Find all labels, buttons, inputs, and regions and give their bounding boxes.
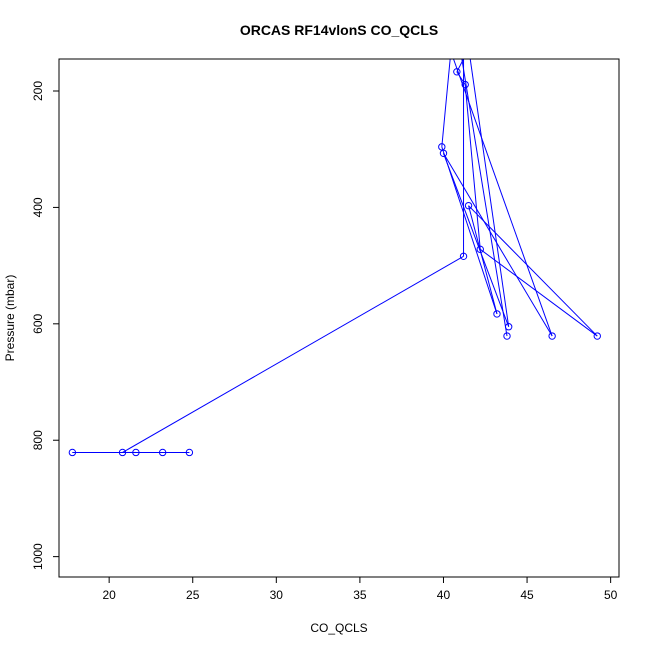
x-tick-label: 30 (270, 588, 284, 602)
data-point (548, 332, 556, 340)
y-axis: 200 400 600 800 1000 (31, 81, 59, 570)
x-tick-label: 45 (520, 588, 534, 602)
data-point (68, 448, 77, 457)
series-line-segment (479, 248, 598, 337)
data-point (464, 201, 473, 210)
data-point (453, 68, 461, 76)
data-point (185, 448, 194, 457)
y-axis-label: Pressure (mbar) (3, 275, 17, 362)
data-point (593, 332, 601, 340)
data-point (459, 252, 468, 261)
x-tick-label: 50 (604, 588, 618, 602)
data-point (476, 245, 484, 254)
y-tick-label: 200 (31, 81, 45, 101)
series-line-segment (443, 153, 510, 327)
series-line-segment (461, 59, 508, 337)
data-point (504, 323, 513, 331)
y-tick-label: 800 (31, 430, 45, 450)
series-line-segment (441, 59, 451, 147)
series-layer (68, 59, 601, 457)
data-point (503, 332, 511, 340)
series-line-segment (464, 84, 481, 250)
series-line-segment (468, 205, 498, 315)
series-line-segment (443, 153, 553, 337)
series-line-segment (122, 255, 464, 453)
data-point (493, 310, 501, 318)
series-line-segment (456, 71, 466, 85)
data-point (118, 448, 127, 457)
y-tick-label: 400 (31, 197, 45, 217)
plot-area: 20 25 30 35 40 45 50 200 400 600 800 1000 (31, 58, 620, 602)
x-tick-label: 25 (186, 588, 200, 602)
chart-title: ORCAS RF14vlonS CO_QCLS (240, 22, 438, 38)
x-axis-label: CO_QCLS (310, 621, 367, 635)
data-point (439, 149, 448, 157)
x-tick-label: 40 (437, 588, 451, 602)
data-point (158, 448, 167, 457)
series-line-segment (441, 146, 498, 315)
y-tick-label: 1000 (31, 543, 45, 570)
x-tick-label: 20 (102, 588, 116, 602)
data-point (132, 448, 140, 457)
plot-frame (58, 58, 620, 578)
x-axis: 20 25 30 35 40 45 50 (102, 577, 618, 602)
series-line-segment (469, 59, 510, 327)
series-line-segment (468, 205, 598, 337)
data-point (461, 80, 469, 89)
series-line-segment (453, 59, 553, 337)
y-tick-label: 600 (31, 313, 45, 333)
x-tick-label: 35 (353, 588, 367, 602)
